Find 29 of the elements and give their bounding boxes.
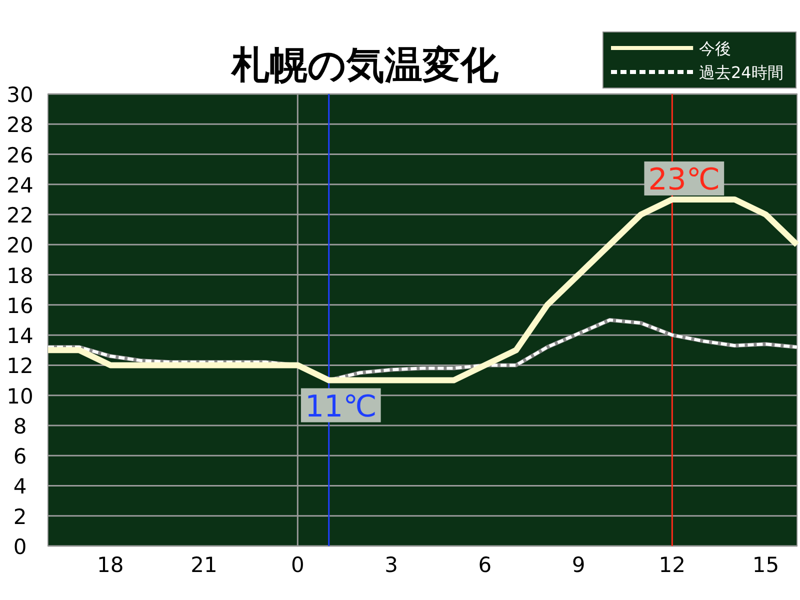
y-tick-label: 26 xyxy=(6,143,34,168)
y-tick-label: 24 xyxy=(6,173,34,198)
annotation: 11℃ xyxy=(304,389,377,424)
x-tick-label: 18 xyxy=(97,553,124,577)
y-tick-label: 2 xyxy=(13,504,27,529)
y-tick-label: 22 xyxy=(6,204,34,228)
y-tick-label: 12 xyxy=(6,354,34,378)
legend-label: 今後 xyxy=(699,39,731,58)
y-tick-label: 28 xyxy=(6,113,34,138)
x-tick-label: 0 xyxy=(290,553,304,577)
x-tick-label: 9 xyxy=(572,553,586,577)
legend-label: 過去24時間 xyxy=(699,63,784,82)
x-tick-label: 12 xyxy=(658,553,686,577)
y-tick-label: 16 xyxy=(6,294,34,318)
x-tick-label: 21 xyxy=(190,553,218,577)
x-tick-label: 3 xyxy=(384,553,398,577)
y-tick-label: 6 xyxy=(13,444,27,469)
x-tick-label: 15 xyxy=(752,553,780,577)
y-tick-label: 8 xyxy=(13,414,27,438)
y-tick-label: 4 xyxy=(13,474,27,499)
y-tick-label: 20 xyxy=(6,234,34,258)
chart-title: 札幌の気温変化 xyxy=(230,43,500,87)
y-tick-label: 30 xyxy=(6,83,34,107)
y-tick-label: 0 xyxy=(13,535,27,559)
x-tick-label: 6 xyxy=(478,553,492,577)
annotation: 23℃ xyxy=(648,162,720,198)
y-tick-label: 14 xyxy=(6,324,34,348)
y-tick-label: 18 xyxy=(6,264,34,288)
y-tick-label: 10 xyxy=(6,384,34,408)
